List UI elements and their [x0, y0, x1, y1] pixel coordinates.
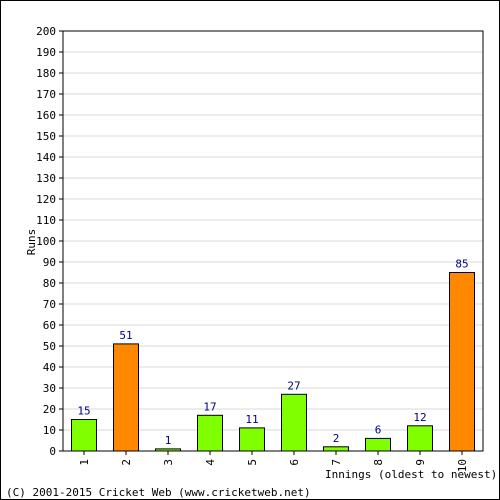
data-label: 85 [455, 258, 468, 271]
y-tick-label: 70 [43, 298, 56, 311]
y-tick-label: 150 [36, 130, 56, 143]
x-tick-label: 1 [78, 459, 91, 466]
x-tick-labels: 1 2 3 4 5 6 7 8 9 10 [78, 451, 469, 472]
y-tick-label: 110 [36, 214, 56, 227]
data-label: 1 [165, 434, 172, 447]
bar [71, 419, 97, 452]
y-tick-label: 80 [43, 277, 56, 290]
x-axis-title: Innings (oldest to newest) [325, 468, 497, 481]
x-tick-label: 2 [120, 459, 133, 466]
data-labels: 15 51 1 17 11 27 2 6 12 85 [77, 258, 468, 447]
y-tick-label: 40 [43, 361, 56, 374]
bar [197, 414, 223, 452]
grid-lines [63, 30, 483, 431]
x-tick-label: 10 [456, 459, 469, 472]
data-label: 2 [333, 432, 340, 445]
bar [281, 393, 307, 452]
x-tick-label: 8 [372, 459, 385, 466]
y-tick-label: 10 [43, 424, 56, 437]
y-tick-label: 0 [49, 445, 56, 458]
data-label: 11 [245, 413, 258, 426]
data-label: 6 [375, 423, 382, 436]
y-tick-label: 170 [36, 88, 56, 101]
y-tick-label: 30 [43, 382, 56, 395]
y-tick-label: 90 [43, 256, 56, 269]
x-tick-label: 3 [162, 459, 175, 466]
bar [113, 343, 139, 452]
bar [365, 437, 391, 452]
bar [323, 446, 349, 452]
y-tick-label: 100 [36, 235, 56, 248]
y-tick-label: 140 [36, 151, 56, 164]
x-tick-label: 7 [330, 459, 343, 466]
copyright-footer: (C) 2001-2015 Cricket Web (www.cricketwe… [6, 486, 311, 499]
y-tick-label: 190 [36, 46, 56, 59]
x-tick-label: 4 [204, 459, 217, 466]
bar [449, 272, 475, 452]
y-tick-label: 60 [43, 319, 56, 332]
y-tick-label: 180 [36, 67, 56, 80]
y-tick-label: 160 [36, 109, 56, 122]
bars [71, 272, 475, 452]
y-tick-labels: 0 10 20 30 40 50 60 70 80 90 100 110 120 130 140 150 160… [36, 25, 63, 458]
data-label: 27 [287, 379, 300, 392]
data-label: 15 [77, 405, 90, 418]
data-label: 51 [119, 329, 132, 342]
y-tick-label: 120 [36, 193, 56, 206]
x-tick-label: 6 [288, 459, 301, 466]
data-label: 17 [203, 400, 216, 413]
x-tick-label: 9 [414, 459, 427, 466]
data-label: 12 [413, 411, 426, 424]
y-axis-title: Runs [25, 229, 38, 256]
y-tick-label: 50 [43, 340, 56, 353]
y-tick-label: 20 [43, 403, 56, 416]
y-tick-label: 200 [36, 25, 56, 38]
x-tick-label: 5 [246, 459, 259, 466]
bar [239, 427, 265, 452]
y-tick-label: 130 [36, 172, 56, 185]
bar [407, 425, 433, 452]
